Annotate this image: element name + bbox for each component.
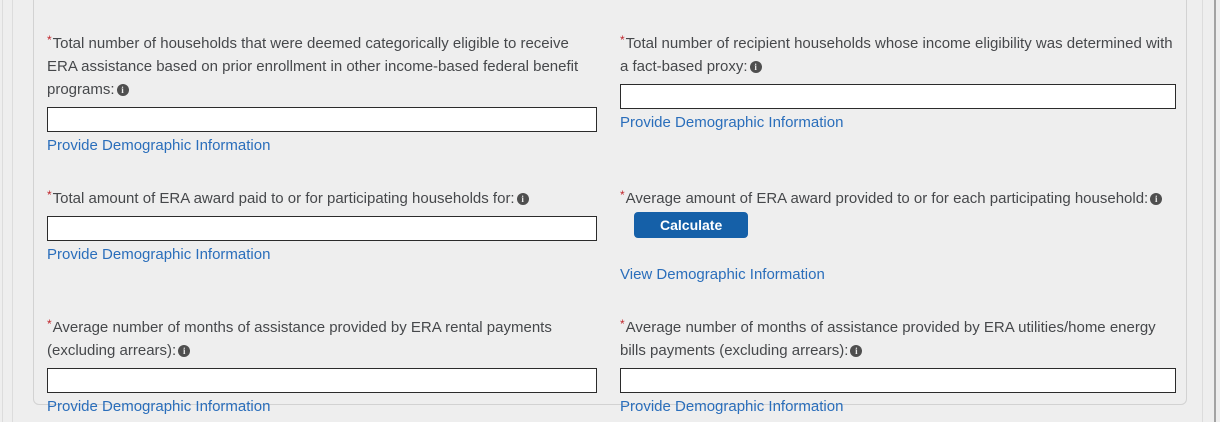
info-icon[interactable]: i: [1150, 193, 1163, 205]
field-label-text: Total number of recipient households who…: [620, 35, 1173, 75]
field-label-text: Average number of months of assistance p…: [620, 319, 1156, 359]
provide-demographic-information-link[interactable]: Provide Demographic Information: [620, 398, 844, 415]
average-months-utilities-assistance-input[interactable]: [620, 368, 1176, 393]
provide-demographic-information-link[interactable]: Provide Demographic Information: [620, 114, 844, 131]
field-total-era-award-amount: *Total amount of ERA award paid to or fo…: [47, 184, 597, 263]
field-label-text: Total number of households that were dee…: [47, 35, 579, 98]
field-label: *Average amount of ERA award provided to…: [620, 184, 1176, 238]
page-edge-rule-left-outer: [2, 0, 3, 422]
average-months-rental-assistance-input[interactable]: [47, 368, 597, 393]
required-asterisk: *: [47, 33, 52, 47]
field-label: *Total number of recipient households wh…: [620, 29, 1176, 78]
fields-grid: *Total number of households that were de…: [47, 29, 1186, 415]
info-icon[interactable]: i: [850, 345, 863, 357]
field-categorically-eligible-households: *Total number of households that were de…: [47, 29, 597, 154]
info-icon[interactable]: i: [178, 345, 191, 357]
fact-based-proxy-households-input[interactable]: [620, 84, 1176, 109]
info-icon[interactable]: i: [516, 193, 529, 205]
field-label: *Total amount of ERA award paid to or fo…: [47, 184, 529, 210]
view-demographic-information-link[interactable]: View Demographic Information: [620, 266, 825, 283]
page-edge-rule-right-outer: [1214, 0, 1216, 422]
field-average-months-rental-assistance: *Average number of months of assistance …: [47, 313, 597, 415]
calculate-button[interactable]: Calculate: [634, 212, 749, 238]
info-icon[interactable]: i: [749, 61, 762, 73]
field-label-text: Average amount of ERA award provided to …: [625, 190, 1149, 207]
required-asterisk: *: [620, 188, 625, 202]
era-fields-panel: *Total number of households that were de…: [33, 0, 1187, 415]
info-icon[interactable]: i: [116, 84, 129, 96]
provide-demographic-information-link[interactable]: Provide Demographic Information: [47, 246, 271, 263]
field-label: *Average number of months of assistance …: [620, 313, 1176, 362]
page-edge-rule-left-inner: [12, 0, 13, 422]
field-label-text: Total amount of ERA award paid to or for…: [52, 190, 515, 207]
provide-demographic-information-link[interactable]: Provide Demographic Information: [47, 137, 271, 154]
field-fact-based-proxy-households: *Total number of recipient households wh…: [620, 29, 1176, 131]
provide-demographic-information-link[interactable]: Provide Demographic Information: [47, 398, 271, 415]
required-asterisk: *: [620, 33, 625, 47]
field-label-text: Average number of months of assistance p…: [47, 319, 552, 359]
required-asterisk: *: [47, 188, 52, 202]
field-average-era-award-per-household: *Average amount of ERA award provided to…: [620, 184, 1176, 283]
page-edge-rule-right-inner: [1202, 0, 1203, 422]
field-label: *Average number of months of assistance …: [47, 313, 597, 362]
field-label: *Total number of households that were de…: [47, 29, 597, 101]
required-asterisk: *: [620, 317, 625, 331]
field-average-months-utilities-assistance: *Average number of months of assistance …: [620, 313, 1176, 415]
categorically-eligible-households-input[interactable]: [47, 107, 597, 132]
required-asterisk: *: [47, 317, 52, 331]
total-era-award-amount-input[interactable]: [47, 216, 597, 241]
